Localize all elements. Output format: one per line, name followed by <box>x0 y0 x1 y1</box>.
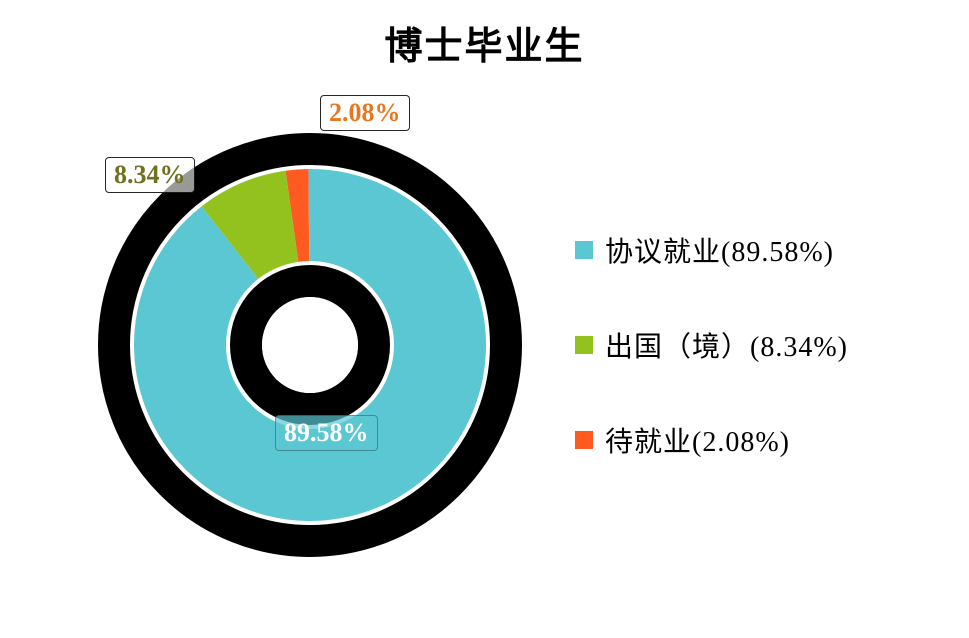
legend-swatch <box>575 336 593 354</box>
legend: 协议就业(89.58%) 出国（境）(8.34%) 待就业(2.08%) <box>575 230 848 515</box>
legend-label: 协议就业(89.58%) <box>605 230 834 270</box>
legend-item-contract: 协议就业(89.58%) <box>575 230 848 270</box>
donut-chart: 2.08% 8.34% 89.58% <box>70 80 550 560</box>
callout-pending: 2.08% <box>320 95 410 131</box>
legend-swatch <box>575 241 593 259</box>
legend-swatch <box>575 431 593 449</box>
legend-item-abroad: 出国（境）(8.34%) <box>575 325 848 365</box>
donut-svg <box>70 80 550 560</box>
callout-contract: 89.58% <box>275 415 378 451</box>
callout-abroad: 8.34% <box>105 157 195 193</box>
chart-title: 博士毕业生 <box>0 15 969 70</box>
chart-container: 博士毕业生 2.08% 8.34% 89.58% 协议就业(89.58%) 出国… <box>0 0 969 638</box>
legend-label: 出国（境）(8.34%) <box>605 325 848 365</box>
legend-item-pending: 待就业(2.08%) <box>575 420 848 460</box>
legend-label: 待就业(2.08%) <box>605 420 790 460</box>
